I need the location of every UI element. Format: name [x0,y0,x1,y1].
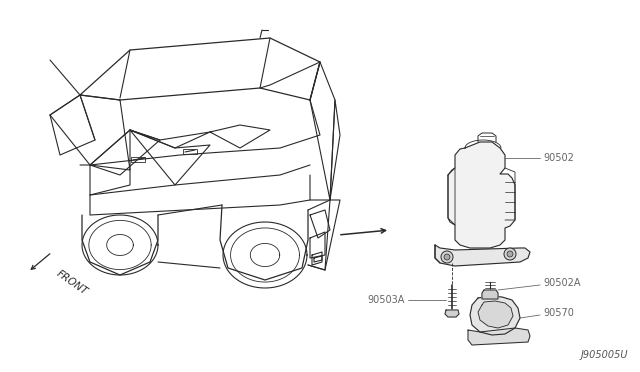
Text: 90502A: 90502A [543,278,580,288]
Text: 90570: 90570 [543,308,574,318]
Text: 90502: 90502 [543,153,574,163]
Circle shape [441,251,453,263]
Circle shape [504,248,516,260]
Text: J905005U: J905005U [580,350,628,360]
Polygon shape [478,301,513,328]
Polygon shape [482,290,498,299]
Polygon shape [470,296,520,335]
Text: 90503A: 90503A [367,295,405,305]
Polygon shape [468,328,530,345]
Polygon shape [435,245,530,266]
Bar [183,149,197,154]
Circle shape [507,251,513,257]
Polygon shape [448,142,515,248]
Text: FRONT: FRONT [55,269,90,297]
Circle shape [444,254,450,260]
Polygon shape [445,310,459,317]
Bar [131,157,145,162]
